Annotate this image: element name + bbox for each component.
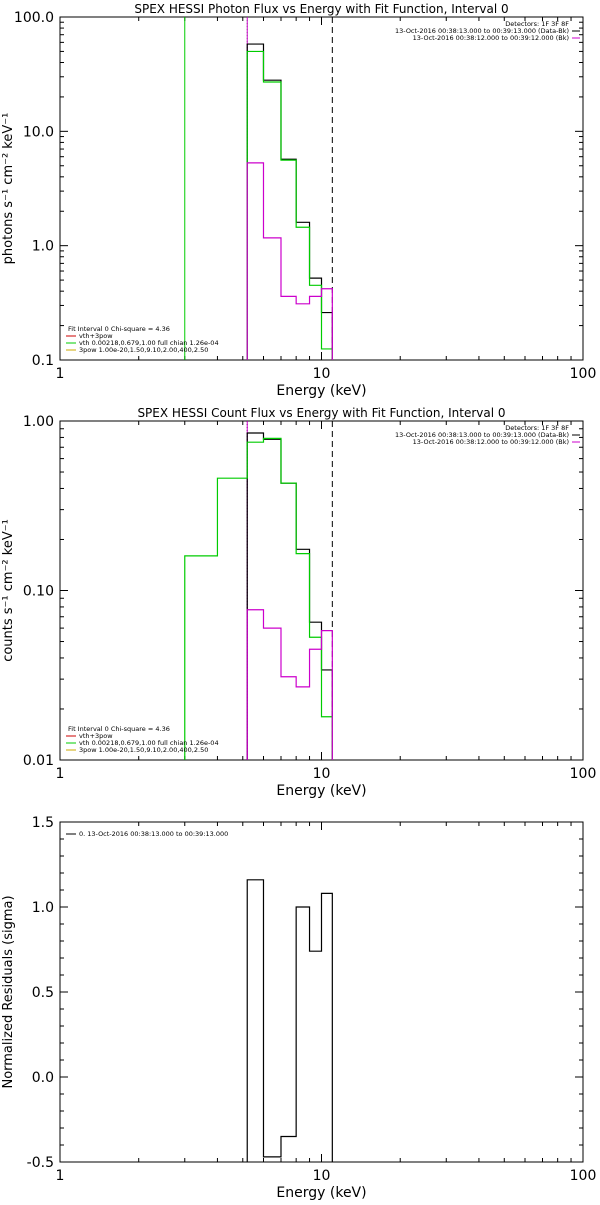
series-0-line (246, 432, 333, 760)
x-axis-label: Energy (keV) (276, 783, 366, 799)
x-tick-label: 1 (56, 366, 65, 382)
y-tick-label: 10.0 (23, 124, 54, 140)
plot-frame (59, 821, 584, 1163)
y-tick-label: 0.10 (23, 584, 54, 600)
x-tick-label: 1 (56, 1168, 65, 1184)
chart-2: 1 10 100 -0.5 0.0 0.5 1.0 1.5 Energy (keV) Normal… (1, 815, 597, 1201)
chart-0: 1 10 100 0.1 1.0 10.0 100.0 SPEX HESSI Photon F… (1, 2, 596, 399)
legend-left-entry: 3pow 1.00e-20,1.50,9.10,2.00,400,2.50 (79, 746, 208, 754)
x-axis-label: Energy (keV) (276, 1185, 366, 1200)
legend-left-entry: Fit Interval 0 Chi-square = 4.36 (68, 325, 170, 333)
series-1-line (184, 437, 333, 760)
series-0-line (246, 43, 333, 360)
x-tick-label: 10 (313, 1168, 331, 1184)
legend-right-entry: 13-Oct-2016 00:38:13.000 to 00:39:13.000… (395, 431, 569, 439)
chart-1: 1 10 100 0.01 0.10 1.00 SPEX HESSI Count Flux … (1, 406, 596, 799)
y-axis-label: Normalized Residuals (sigma) (1, 895, 16, 1088)
x-tick-label: 100 (570, 1168, 597, 1184)
x-tick-label: 10 (313, 766, 331, 782)
x-axis-label: Energy (keV) (276, 383, 366, 399)
plot-area (246, 879, 333, 1162)
series-0-line (246, 879, 333, 1162)
y-tick-label: 0.0 (32, 1070, 54, 1086)
legend-left-entry: 0. 13-Oct-2016 00:38:13.000 to 00:39:13.… (79, 830, 228, 838)
y-tick-label: 0.5 (32, 985, 54, 1001)
y-tick-label: 0.1 (32, 353, 54, 369)
legend-left-entry: vth+3pow (79, 732, 113, 740)
series-1-line (246, 50, 333, 360)
legend-left-entry: Fit Interval 0 Chi-square = 4.36 (68, 725, 170, 733)
y-tick-label: -0.5 (27, 1155, 54, 1171)
legend-right-entry: 13-Oct-2016 00:38:12.000 to 00:39:12.000… (413, 438, 569, 446)
y-tick-label: 1.5 (32, 815, 54, 831)
x-tick-label: 100 (570, 366, 597, 382)
legend-right-entry: Detectors: 1F 3F 8F (505, 424, 569, 432)
legend-left-entry: vth+3pow (79, 332, 113, 340)
legend-right-entry: Detectors: 1F 3F 8F (505, 20, 569, 28)
y-tick-label: 1.0 (32, 900, 54, 916)
legend-left-entry: vth 0.00218,0.679,1.00 full chian 1.26e-… (79, 339, 219, 347)
plot-area (184, 17, 333, 360)
series-2-line (246, 609, 333, 760)
x-tick-label: 1 (56, 766, 65, 782)
y-tick-label: 1.0 (32, 239, 54, 255)
chart-title: SPEX HESSI Photon Flux vs Energy with Fi… (134, 2, 508, 16)
legend-right-entry: 13-Oct-2016 00:38:12.000 to 00:39:12.000… (413, 34, 569, 42)
x-tick-label: 100 (570, 766, 597, 782)
y-tick-label: 0.01 (23, 753, 54, 769)
legend-right-entry: 13-Oct-2016 00:38:13.000 to 00:39:13.000… (395, 27, 569, 35)
y-tick-label: 100.0 (14, 10, 54, 26)
plot-area (184, 421, 333, 760)
x-tick-label: 10 (313, 366, 331, 382)
legend-left-entry: vth 0.00218,0.679,1.00 full chian 1.26e-… (79, 739, 219, 747)
chart-title: SPEX HESSI Count Flux vs Energy with Fit… (137, 406, 505, 420)
y-axis-label: photons s⁻¹ cm⁻² keV⁻¹ (1, 113, 16, 265)
y-axis-label: counts s⁻¹ cm⁻² keV⁻¹ (1, 519, 16, 662)
legend-left-entry: 3pow 1.00e-20,1.50,9.10,2.00,400,2.50 (79, 346, 208, 354)
series-2-line (246, 162, 333, 360)
y-tick-label: 1.00 (23, 414, 54, 430)
